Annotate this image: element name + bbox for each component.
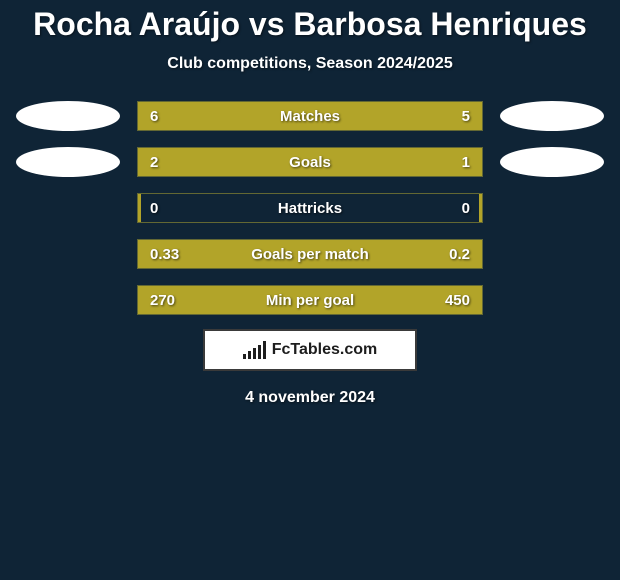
title-vs: vs: [249, 6, 285, 42]
player1-avatar: [16, 147, 120, 177]
logo-bar: [253, 348, 256, 359]
logo-bar: [258, 345, 261, 359]
logo-bar: [248, 351, 251, 359]
title-player2: Barbosa Henriques: [293, 6, 586, 42]
stat-row: 270450Min per goal: [137, 285, 483, 315]
player1-avatar: [16, 101, 120, 131]
stat-row: 21Goals: [137, 147, 483, 177]
stat-row: 65Matches: [137, 101, 483, 131]
date-label: 4 november 2024: [245, 389, 375, 407]
fctables-logo[interactable]: FcTables.com: [203, 329, 417, 371]
player2-avatar: [500, 101, 604, 131]
logo-bar: [263, 341, 266, 359]
comparison-chart: Rocha Araújo vs Barbosa Henriques Club c…: [0, 0, 620, 407]
avatar-right-cell: [487, 101, 617, 131]
logo-bars-icon: [243, 341, 266, 359]
logo-bar: [243, 354, 246, 359]
avatar-left-cell: [3, 147, 133, 177]
stat-label: Matches: [138, 102, 482, 130]
stat-row: 00Hattricks: [137, 193, 483, 223]
page-title: Rocha Araújo vs Barbosa Henriques: [33, 6, 587, 43]
avatar-right-cell: [487, 147, 617, 177]
stat-label: Hattricks: [138, 194, 482, 222]
avatar-left-cell: [3, 101, 133, 131]
title-player1: Rocha Araújo: [33, 6, 240, 42]
logo-text: FcTables.com: [272, 341, 378, 359]
stats-grid: 65Matches 21Goals 00Hattricks 0.330.2Goals …: [0, 101, 620, 315]
stat-label: Goals per match: [138, 240, 482, 268]
stat-label: Min per goal: [138, 286, 482, 314]
subtitle: Club competitions, Season 2024/2025: [167, 55, 452, 73]
stat-label: Goals: [138, 148, 482, 176]
stat-row: 0.330.2Goals per match: [137, 239, 483, 269]
player2-avatar: [500, 147, 604, 177]
